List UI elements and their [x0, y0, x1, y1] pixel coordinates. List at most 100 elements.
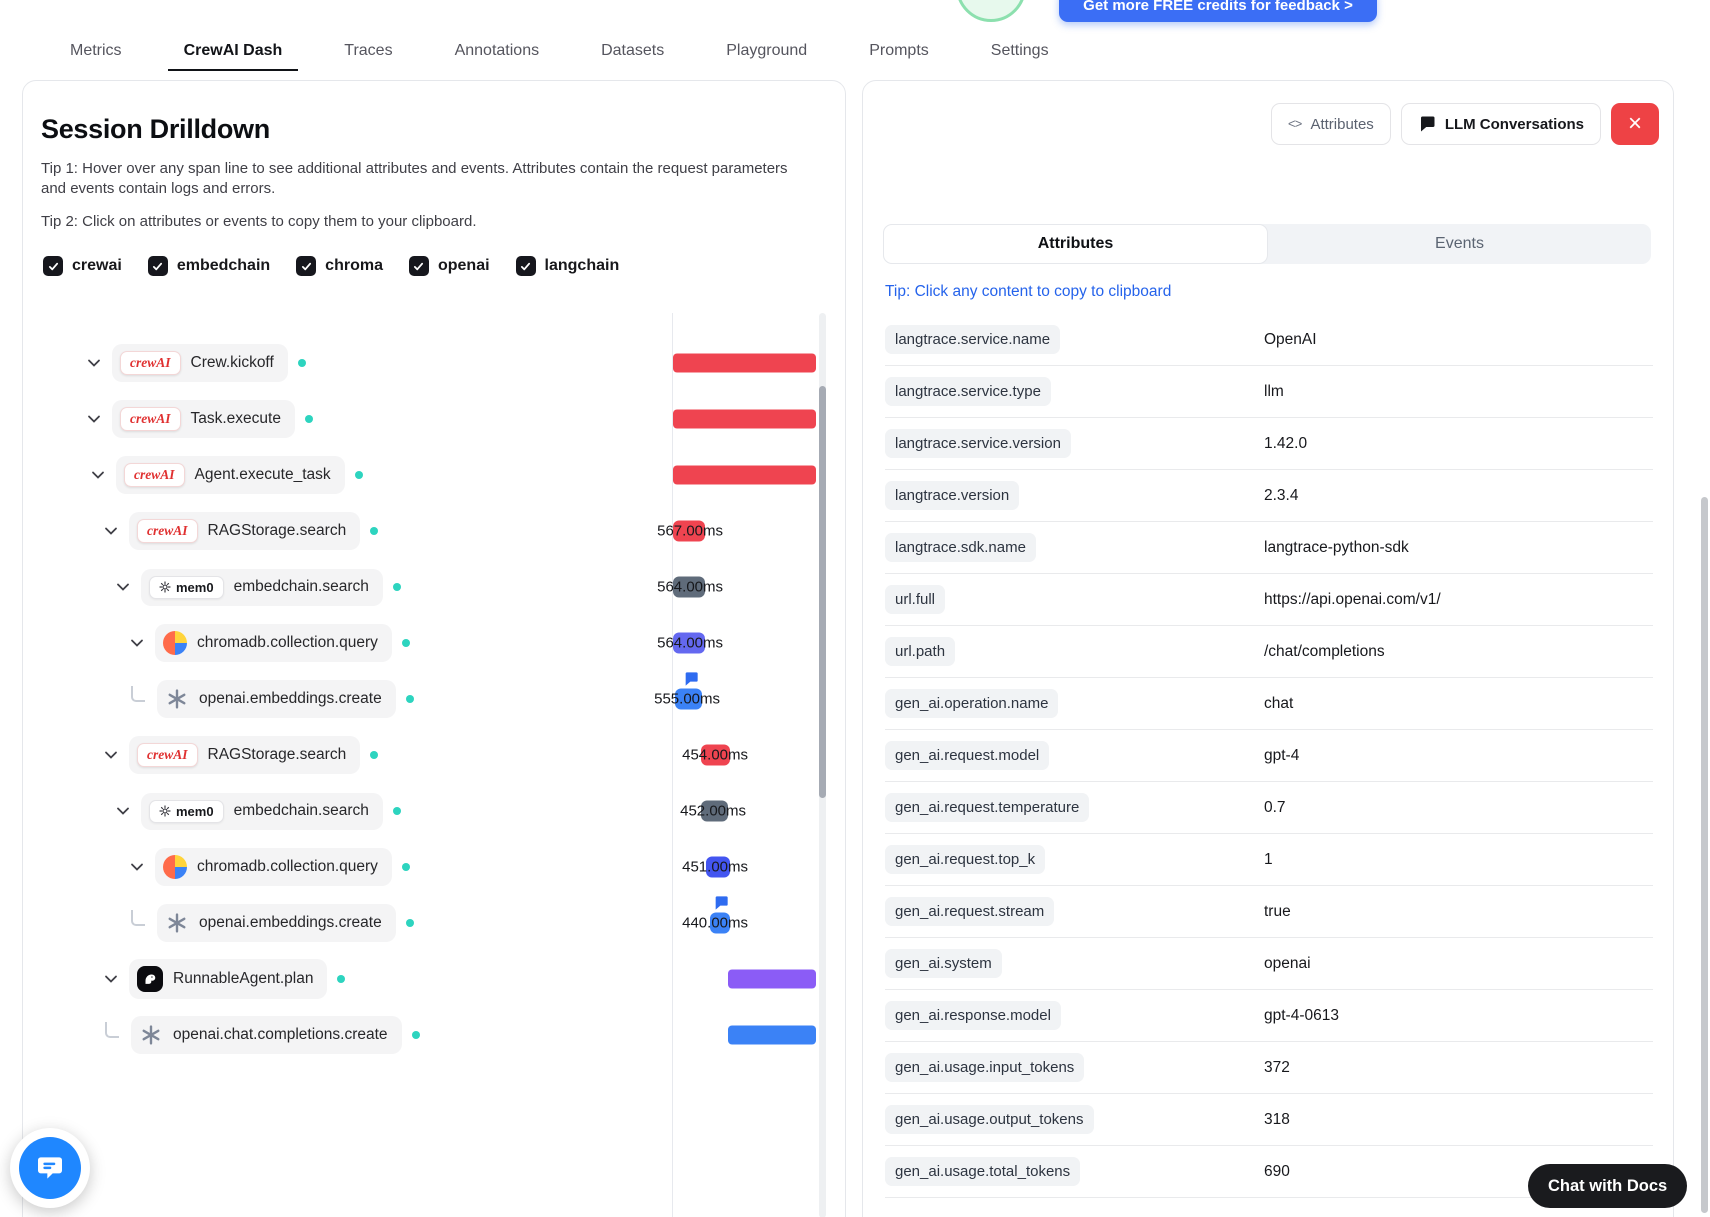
attr-key[interactable]: gen_ai.system [885, 949, 1002, 978]
filter-embedchain[interactable]: embedchain [147, 256, 270, 276]
attr-key[interactable]: gen_ai.request.top_k [885, 845, 1046, 874]
attr-key[interactable]: gen_ai.request.model [885, 741, 1050, 770]
chevron-down-icon[interactable] [129, 859, 145, 875]
attr-value[interactable]: 690 [1264, 1162, 1290, 1180]
span-bar[interactable] [673, 409, 816, 429]
attr-key[interactable]: langtrace.version [885, 481, 1020, 510]
attr-value[interactable]: 2.3.4 [1264, 486, 1299, 504]
attr-value[interactable]: /chat/completions [1264, 642, 1385, 660]
chevron-down-icon[interactable] [129, 635, 145, 651]
attr-key[interactable]: langtrace.service.name [885, 325, 1061, 354]
llm-conversations-button[interactable]: LLM Conversations [1400, 103, 1601, 145]
checkbox-checked-icon[interactable] [43, 256, 63, 276]
chevron-down-icon[interactable] [115, 579, 131, 595]
span-bar[interactable] [701, 744, 730, 766]
chevron-down-icon[interactable] [90, 467, 106, 483]
chevron-down-icon[interactable] [115, 803, 131, 819]
attr-key[interactable]: gen_ai.response.model [885, 1001, 1061, 1030]
span-row[interactable]: crewAI Agent.execute_task [23, 447, 845, 503]
span-bar[interactable] [728, 969, 816, 989]
filter-langchain[interactable]: langchain [515, 256, 619, 276]
span-bar[interactable] [673, 465, 816, 485]
span-pill[interactable]: openai.embeddings.create [157, 680, 396, 718]
span-bar[interactable] [673, 520, 705, 542]
attr-value[interactable]: gpt-4 [1264, 746, 1300, 764]
span-row[interactable]: crewAI Crew.kickoff [23, 335, 845, 391]
span-pill[interactable]: crewAI RAGStorage.search [129, 736, 361, 774]
attr-key[interactable]: langtrace.service.version [885, 429, 1071, 458]
tree-scrollbar-thumb[interactable] [819, 386, 826, 798]
attr-value[interactable]: langtrace-python-sdk [1264, 538, 1409, 556]
nav-tab-annotations[interactable]: Annotations [454, 42, 540, 59]
checkbox-checked-icon[interactable] [296, 256, 317, 276]
attr-value[interactable]: true [1264, 902, 1291, 920]
attr-value[interactable]: 1.42.0 [1264, 434, 1308, 452]
span-bar[interactable] [673, 576, 705, 598]
span-row[interactable]: chromadb.collection.query 564.00ms [23, 615, 845, 671]
credits-button[interactable]: Get more FREE credits for feedback > [1059, 0, 1377, 22]
span-pill[interactable]: crewAI Task.execute [112, 400, 295, 438]
span-bar[interactable] [673, 632, 705, 654]
avatar[interactable] [956, 0, 1026, 22]
attr-key[interactable]: url.full [885, 585, 946, 614]
span-pill[interactable]: mem0 embedchain.search [141, 568, 383, 606]
chevron-down-icon[interactable] [103, 971, 119, 987]
attr-value[interactable]: 1 [1264, 850, 1273, 868]
checkbox-checked-icon[interactable] [147, 256, 168, 276]
attr-value[interactable]: openai [1264, 954, 1311, 972]
chat-with-docs-button[interactable]: Chat with Docs [1528, 1164, 1688, 1208]
span-bar[interactable] [728, 1025, 816, 1045]
span-row[interactable]: openai.chat.completions.create [23, 1007, 845, 1063]
attr-key[interactable]: gen_ai.usage.input_tokens [885, 1053, 1085, 1082]
attr-key[interactable]: url.path [885, 637, 956, 666]
nav-tab-datasets[interactable]: Datasets [601, 42, 665, 59]
attr-value[interactable]: 0.7 [1264, 798, 1286, 816]
filter-crewai[interactable]: crewai [43, 256, 122, 276]
span-row[interactable]: chromadb.collection.query 451.00ms [23, 839, 845, 895]
span-bar[interactable] [710, 912, 730, 934]
span-bar[interactable] [673, 353, 816, 373]
attr-value[interactable]: 372 [1264, 1058, 1290, 1076]
span-row[interactable]: crewAI Task.execute [23, 391, 845, 447]
tab-attributes[interactable]: Attributes [883, 224, 1268, 264]
nav-tab-playground[interactable]: Playground [726, 42, 808, 59]
span-pill[interactable]: openai.chat.completions.create [131, 1016, 402, 1054]
chevron-down-icon[interactable] [86, 411, 102, 427]
filter-openai[interactable]: openai [408, 256, 490, 276]
attr-value[interactable]: chat [1264, 694, 1294, 712]
attr-value[interactable]: https://api.openai.com/v1/ [1264, 590, 1441, 608]
attr-key[interactable]: gen_ai.usage.output_tokens [885, 1105, 1094, 1134]
chevron-down-icon[interactable] [103, 747, 119, 763]
span-pill[interactable]: mem0 embedchain.search [141, 792, 383, 830]
span-row[interactable]: RunnableAgent.plan [23, 951, 845, 1007]
attr-value[interactable]: 318 [1264, 1110, 1290, 1128]
close-button[interactable]: × [1611, 103, 1659, 145]
attr-key[interactable]: langtrace.service.type [885, 377, 1051, 406]
span-bar[interactable] [675, 688, 702, 710]
attr-key[interactable]: gen_ai.request.stream [885, 897, 1055, 926]
nav-tab-traces[interactable]: Traces [344, 42, 393, 59]
checkbox-checked-icon[interactable] [408, 256, 429, 276]
span-bar[interactable] [706, 856, 730, 878]
chevron-down-icon[interactable] [103, 523, 119, 539]
filter-chroma[interactable]: chroma [296, 256, 383, 276]
tab-events[interactable]: Events [1435, 235, 1484, 252]
span-row[interactable]: mem0 embedchain.search 452.00ms [23, 783, 845, 839]
span-pill[interactable]: crewAI Crew.kickoff [112, 344, 288, 382]
span-pill[interactable]: crewAI RAGStorage.search [129, 512, 361, 550]
span-pill[interactable]: RunnableAgent.plan [129, 959, 328, 999]
copy-tip-link[interactable]: Tip: Click any content to copy to clipbo… [885, 283, 1172, 300]
span-row[interactable]: openai.embeddings.create 555.00ms [23, 671, 845, 727]
attr-key[interactable]: langtrace.sdk.name [885, 533, 1036, 562]
span-row[interactable]: crewAI RAGStorage.search 567.00ms [23, 503, 845, 559]
attr-key[interactable]: gen_ai.operation.name [885, 689, 1059, 718]
attr-key[interactable]: gen_ai.request.temperature [885, 793, 1090, 822]
span-row[interactable]: crewAI RAGStorage.search 454.00ms [23, 727, 845, 783]
span-bar[interactable] [701, 800, 728, 822]
chat-widget-button[interactable] [10, 1128, 90, 1208]
nav-tab-crewai-dash[interactable]: CrewAI Dash [167, 42, 298, 71]
span-row[interactable]: mem0 embedchain.search 564.00ms [23, 559, 845, 615]
attr-key[interactable]: gen_ai.usage.total_tokens [885, 1157, 1081, 1186]
span-row[interactable]: openai.embeddings.create 440.00ms [23, 895, 845, 951]
span-pill[interactable]: chromadb.collection.query [155, 624, 392, 662]
